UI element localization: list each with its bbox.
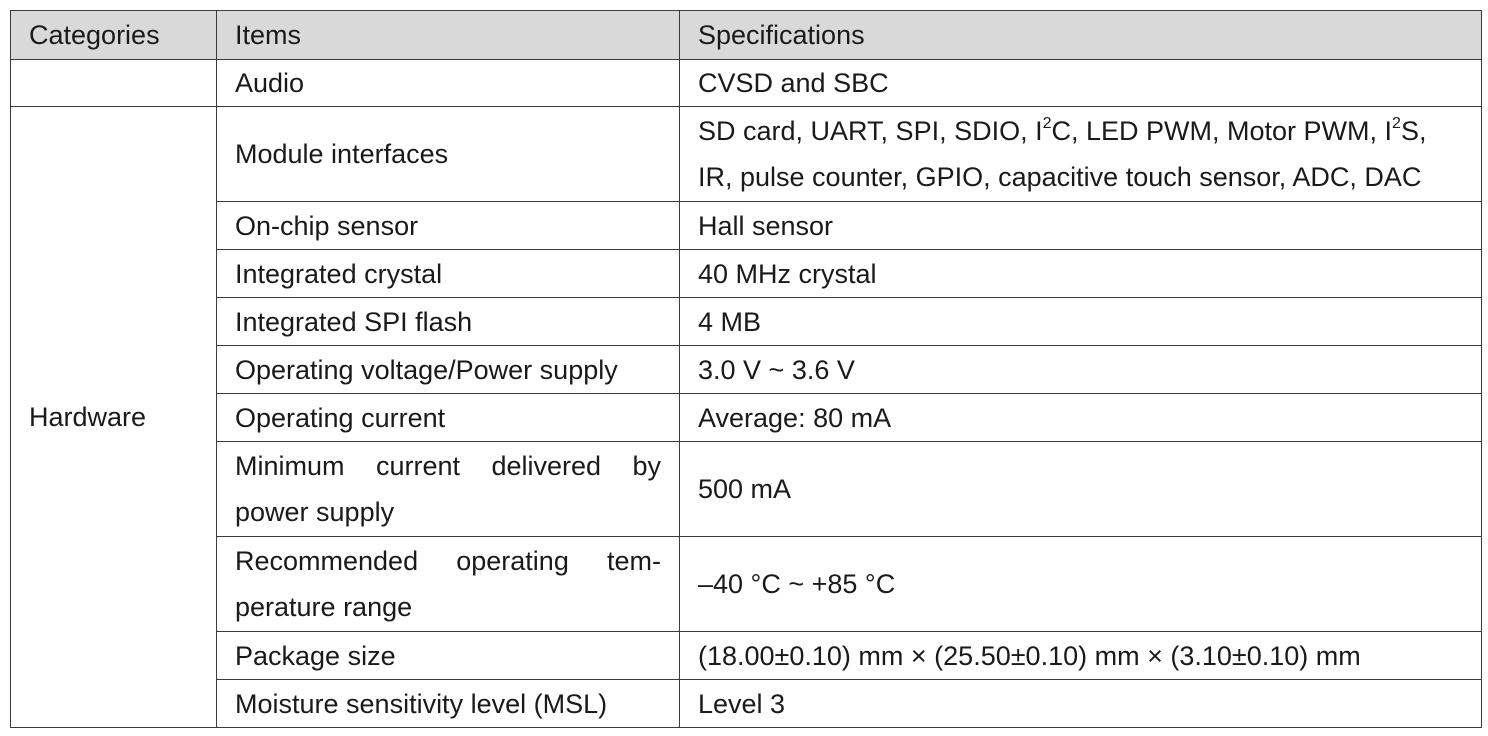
table-row: Recommended operating tem-perature range… — [11, 536, 1482, 632]
spec-cell: (18.00±0.10) mm × (25.50±0.10) mm × (3.1… — [679, 631, 1482, 680]
item-cell: Operating current — [216, 393, 680, 442]
table-row: Package size (18.00±0.10) mm × (25.50±0.… — [11, 631, 1482, 680]
category-cell-hardware: Hardware — [10, 106, 217, 728]
spec-line: SD card, UART, SPI, SDIO, I2C, LED PWM, … — [698, 108, 1481, 154]
spec-cell: SD card, UART, SPI, SDIO, I2C, LED PWM, … — [679, 106, 1482, 202]
table-row: On-chip sensor Hall sensor — [11, 201, 1482, 250]
superscript: 2 — [1042, 115, 1052, 132]
item-cell: Integrated SPI flash — [216, 297, 680, 346]
table-header: Categories Items Specifications — [10, 10, 1482, 60]
item-cell: Minimum current delivered by power suppl… — [216, 441, 680, 537]
spec-cell: 500 mA — [679, 441, 1482, 537]
spec-text: SD card, UART, SPI, SDIO, I — [698, 116, 1043, 146]
table-row: Hardware Module interfaces SD card, UART… — [10, 106, 1482, 728]
spec-text: C, LED PWM, Motor PWM, I — [1051, 116, 1393, 146]
item-cell: On-chip sensor — [216, 201, 680, 250]
spec-text: S, — [1400, 116, 1427, 146]
table-row: Minimum current delivered by power suppl… — [11, 441, 1482, 537]
table-row: Audio CVSD and SBC — [10, 59, 1482, 107]
table-row: Moisture sensitivity level (MSL) Level 3 — [11, 679, 1482, 728]
header-categories: Categories — [10, 10, 217, 60]
item-cell: Recommended operating tem-perature range — [216, 536, 680, 632]
item-cell: Module interfaces — [216, 106, 680, 202]
spec-cell: 40 MHz crystal — [679, 249, 1482, 298]
spec-cell: Level 3 — [679, 679, 1482, 728]
table-row: Operating voltage/Power supply 3.0 V ~ 3… — [11, 345, 1482, 394]
spec-line: IR, pulse counter, GPIO, capacitive touc… — [698, 162, 1422, 192]
spec-cell: CVSD and SBC — [679, 59, 1482, 107]
header-row: Categories Items Specifications — [10, 10, 1482, 60]
item-cell: Moisture sensitivity level (MSL) — [216, 679, 680, 728]
table-row: Operating current Average: 80 mA — [11, 393, 1482, 442]
item-cell: Package size — [216, 631, 680, 680]
table-row: Integrated SPI flash 4 MB — [11, 297, 1482, 346]
item-cell: Audio — [216, 59, 680, 107]
spec-cell: Hall sensor — [679, 201, 1482, 250]
category-cell-empty — [10, 59, 217, 107]
spec-cell: Average: 80 mA — [679, 393, 1482, 442]
header-specifications: Specifications — [679, 10, 1482, 60]
superscript: 2 — [1392, 115, 1401, 132]
item-cell: Integrated crystal — [216, 249, 680, 298]
spec-cell: 3.0 V ~ 3.6 V — [679, 345, 1482, 394]
specifications-table: Categories Items Specifications Audio CV… — [10, 10, 1482, 728]
spec-cell: –40 °C ~ +85 °C — [679, 536, 1482, 632]
item-cell: Operating voltage/Power supply — [216, 345, 680, 394]
header-items: Items — [216, 10, 680, 60]
spec-cell: 4 MB — [679, 297, 1482, 346]
table-body: Audio CVSD and SBC Hardware Module inter… — [10, 59, 1482, 728]
table-row: Integrated crystal 40 MHz crystal — [11, 249, 1482, 298]
